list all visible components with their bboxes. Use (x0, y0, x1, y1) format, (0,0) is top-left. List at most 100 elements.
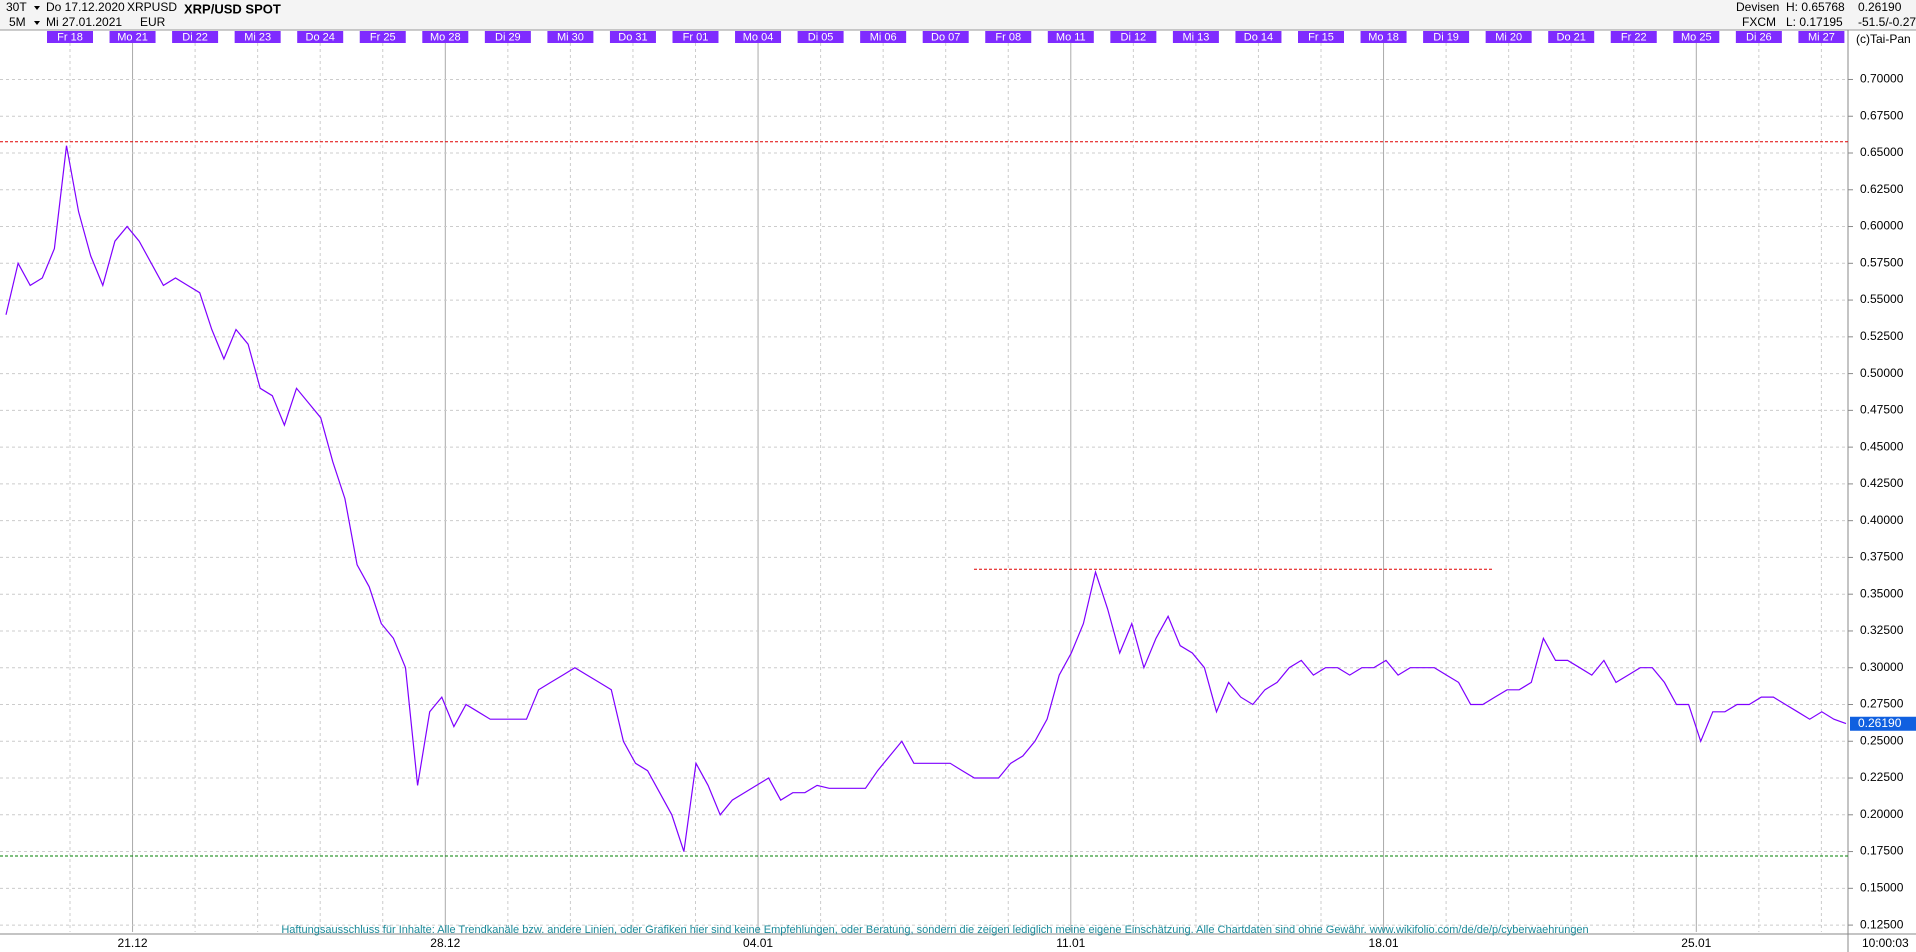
y-tick-label: 0.50000 (1860, 366, 1904, 380)
disclaimer: Haftungsausschluss für Inhalte: Alle Tre… (281, 924, 1588, 936)
source: FXCM (1742, 15, 1776, 29)
y-tick-label: 0.37500 (1860, 550, 1904, 564)
day-label: Di 05 (808, 31, 834, 43)
week-label: 04.01 (743, 936, 773, 950)
time-label: 10:00:03 (1862, 936, 1909, 950)
y-tick-label: 0.65000 (1860, 145, 1904, 159)
day-label-bg (172, 31, 219, 43)
day-label: Do 21 (1557, 31, 1586, 43)
day-label-bg (1110, 31, 1157, 43)
y-tick-label: 0.60000 (1860, 219, 1904, 233)
last-price-box (1850, 716, 1916, 731)
day-label: Fr 25 (370, 31, 396, 43)
day-label-bg (484, 31, 531, 43)
y-tick-label: 0.45000 (1860, 439, 1904, 453)
y-tick-label: 0.17500 (1860, 844, 1904, 858)
day-label-bg (1235, 31, 1282, 43)
day-label-bg (860, 31, 907, 43)
day-label-bg (1360, 31, 1407, 43)
day-label-bg (422, 31, 469, 43)
y-tick-label: 0.12500 (1860, 917, 1904, 931)
day-label-bg (1610, 31, 1657, 43)
day-label: Mi 27 (1808, 31, 1835, 43)
market: Devisen (1736, 0, 1779, 14)
day-label-bg (1548, 31, 1595, 43)
day-label: Fr 18 (57, 31, 83, 43)
change: -51.5/-0.27 (1858, 15, 1916, 29)
day-label-bg (922, 31, 969, 43)
day-label: Fr 15 (1308, 31, 1334, 43)
week-label: 11.01 (1056, 936, 1085, 950)
currency: EUR (140, 15, 166, 29)
copyright: (c)Tai-Pan (1856, 32, 1911, 46)
day-label-bg (1298, 31, 1344, 43)
day-label-bg (609, 31, 656, 43)
week-label: 21.12 (118, 936, 148, 950)
day-label-bg (109, 31, 156, 43)
day-label-bg (547, 31, 594, 43)
y-tick-label: 0.70000 (1860, 72, 1904, 86)
y-tick-label: 0.57500 (1860, 255, 1904, 269)
y-tick-label: 0.40000 (1860, 513, 1904, 527)
day-label: Di 26 (1746, 31, 1772, 43)
day-label: Mo 04 (743, 31, 774, 43)
y-tick-label: 0.15000 (1860, 880, 1904, 894)
start-date: Do 17.12.2020 (46, 0, 125, 14)
day-label-bg (1673, 31, 1720, 43)
y-tick-label: 0.32500 (1860, 623, 1904, 637)
symbol: XRPUSD (127, 0, 177, 14)
day-label: Do 07 (931, 31, 960, 43)
y-tick-label: 0.22500 (1860, 770, 1904, 784)
y-tick-label: 0.55000 (1860, 292, 1904, 306)
dropdown-arrow[interactable] (34, 6, 40, 10)
day-label: Mo 11 (1056, 31, 1086, 43)
y-tick-label: 0.35000 (1860, 586, 1904, 600)
week-label: 25.01 (1681, 936, 1711, 950)
day-label-bg (985, 31, 1032, 43)
y-tick-label: 0.27500 (1860, 697, 1904, 711)
day-label: Mi 13 (1182, 31, 1209, 43)
y-tick-label: 0.62500 (1860, 182, 1904, 196)
end-date: Mi 27.01.2021 (46, 15, 122, 29)
y-tick-label: 0.52500 (1860, 329, 1904, 343)
day-label: Di 29 (495, 31, 521, 43)
day-label: Di 19 (1433, 31, 1459, 43)
day-label: Mo 28 (430, 31, 461, 43)
day-label-bg (735, 31, 782, 43)
day-label-bg (297, 31, 344, 43)
dropdown-arrow[interactable] (34, 21, 40, 25)
last-price-label: 0.26190 (1858, 716, 1902, 730)
day-label-bg (234, 31, 281, 43)
y-tick-label: 0.42500 (1860, 476, 1904, 490)
day-label: Fr 08 (995, 31, 1021, 43)
range[interactable]: 5M (9, 15, 26, 29)
day-label-bg (1047, 31, 1094, 43)
day-label: Di 12 (1121, 31, 1147, 43)
y-tick-label: 0.25000 (1860, 733, 1904, 747)
last: 0.26190 (1858, 0, 1902, 14)
day-label: Mi 30 (557, 31, 584, 43)
day-label-bg (1798, 31, 1845, 43)
day-label: Mo 25 (1681, 31, 1712, 43)
y-tick-label: 0.30000 (1860, 660, 1904, 674)
high: H: 0.65768 (1786, 0, 1845, 14)
header-bar (0, 0, 1916, 30)
day-label: Mo 18 (1368, 31, 1399, 43)
y-tick-label: 0.20000 (1860, 807, 1904, 821)
week-label: 18.01 (1369, 936, 1399, 950)
day-label-bg (1172, 31, 1219, 43)
day-label-bg (1735, 31, 1782, 43)
day-label: Mi 20 (1495, 31, 1522, 43)
day-label-bg (797, 31, 844, 43)
y-tick-label: 0.67500 (1860, 108, 1904, 122)
day-label: Mo 21 (117, 31, 148, 43)
interval[interactable]: 30T (6, 0, 27, 14)
day-label-bg (1485, 31, 1532, 43)
day-label: Fr 22 (1621, 31, 1647, 43)
day-label: Fr 01 (683, 31, 709, 43)
day-label-bg (47, 31, 93, 43)
day-label: Do 14 (1244, 31, 1273, 43)
price-line (5, 145, 1847, 852)
